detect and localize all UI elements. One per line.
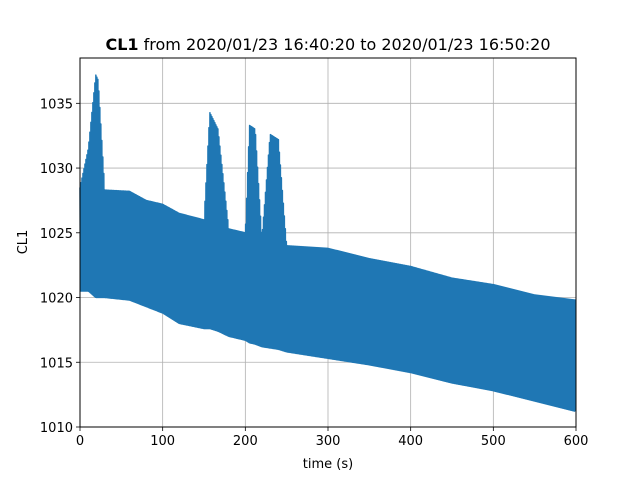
x-tick-label: 100	[150, 434, 175, 449]
plot-area	[79, 74, 577, 412]
chart-title-rest: from 2020/01/23 16:40:20 to 2020/01/23 1…	[139, 35, 551, 54]
y-tick-label: 1015	[40, 356, 73, 371]
y-tick-label: 1035	[40, 97, 73, 112]
series-line	[79, 74, 577, 412]
y-axis-ticks: 1010 1015 1020 1025 1030 1035	[40, 97, 80, 436]
y-axis-label: CL1	[16, 230, 31, 255]
x-tick-label: 400	[398, 434, 423, 449]
x-tick-label: 500	[481, 434, 506, 449]
chart-title-bold: CL1	[105, 35, 138, 54]
y-tick-label: 1030	[40, 162, 73, 177]
x-tick-label: 600	[564, 434, 589, 449]
y-tick-label: 1025	[40, 227, 73, 242]
y-tick-label: 1020	[40, 292, 73, 307]
x-tick-label: 300	[316, 434, 341, 449]
x-tick-label: 0	[76, 434, 84, 449]
y-tick-label: 1010	[40, 421, 73, 436]
x-axis-label: time (s)	[303, 457, 353, 472]
x-tick-label: 200	[233, 434, 258, 449]
x-axis-ticks: 0 100 200 300 400 500 600	[76, 427, 589, 449]
chart-title: CL1 from 2020/01/23 16:40:20 to 2020/01/…	[105, 35, 550, 54]
